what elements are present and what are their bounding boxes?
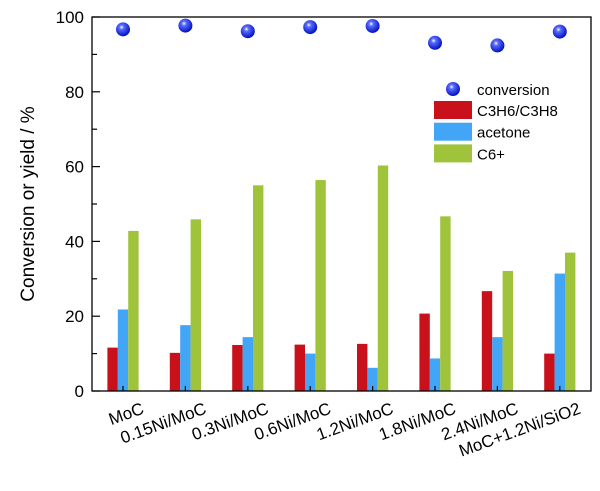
conversion-point: [303, 20, 318, 35]
y-tick-label: 80: [65, 83, 84, 102]
legend-swatch: [434, 101, 472, 119]
bar-c3h6-c3h8: [107, 347, 118, 391]
bar-c6-: [565, 252, 576, 391]
legend-swatch: [434, 144, 472, 163]
bar-c3h6-c3h8: [169, 352, 181, 391]
bar-c6-: [315, 180, 326, 391]
bar-c3h6-c3h8: [544, 353, 555, 391]
conversion-point: [178, 18, 193, 33]
conversion-point: [365, 18, 380, 33]
y-tick-label: 0: [75, 382, 84, 401]
y-tick-label: 60: [65, 158, 84, 177]
bar-c3h6-c3h8: [294, 344, 305, 391]
conversion-point: [428, 35, 442, 50]
bar-c3h6-c3h8: [232, 344, 243, 391]
legend-label: C6+: [477, 146, 505, 163]
plot-frame: [91, 16, 592, 392]
legend-label: conversion: [477, 82, 550, 99]
bar-c6-: [190, 219, 201, 391]
legend-conversion-marker: [446, 82, 460, 96]
y-tick-label: 20: [65, 307, 84, 326]
bar-c3h6-c3h8: [481, 291, 493, 391]
conversion-point: [490, 38, 505, 53]
bar-c6-: [128, 230, 139, 391]
bar-c3h6-c3h8: [357, 343, 368, 391]
bar-acetone: [242, 337, 253, 391]
conversion-point: [240, 24, 255, 39]
legend-label: acetone: [477, 125, 530, 142]
bar-acetone: [180, 325, 191, 391]
bar-acetone: [554, 273, 565, 391]
legend-swatch: [434, 122, 472, 141]
legend-label: C3H6/C3H8: [477, 103, 558, 120]
bar-c6-: [377, 165, 389, 391]
bar-c6-: [440, 216, 451, 391]
y-tick-label: 40: [65, 232, 84, 251]
bar-c6-: [502, 270, 513, 391]
bar-c3h6-c3h8: [419, 313, 430, 391]
conversion-point: [116, 22, 130, 37]
bar-acetone: [429, 358, 441, 391]
y-axis-label: Conversion or yield / %: [18, 106, 39, 301]
bar-acetone: [117, 309, 129, 391]
conversion-point: [552, 24, 567, 39]
bar-c6-: [253, 185, 264, 391]
y-tick-label: 100: [56, 8, 84, 27]
bar-acetone: [367, 367, 378, 391]
bar-acetone: [492, 337, 503, 391]
bar-acetone: [305, 353, 316, 391]
